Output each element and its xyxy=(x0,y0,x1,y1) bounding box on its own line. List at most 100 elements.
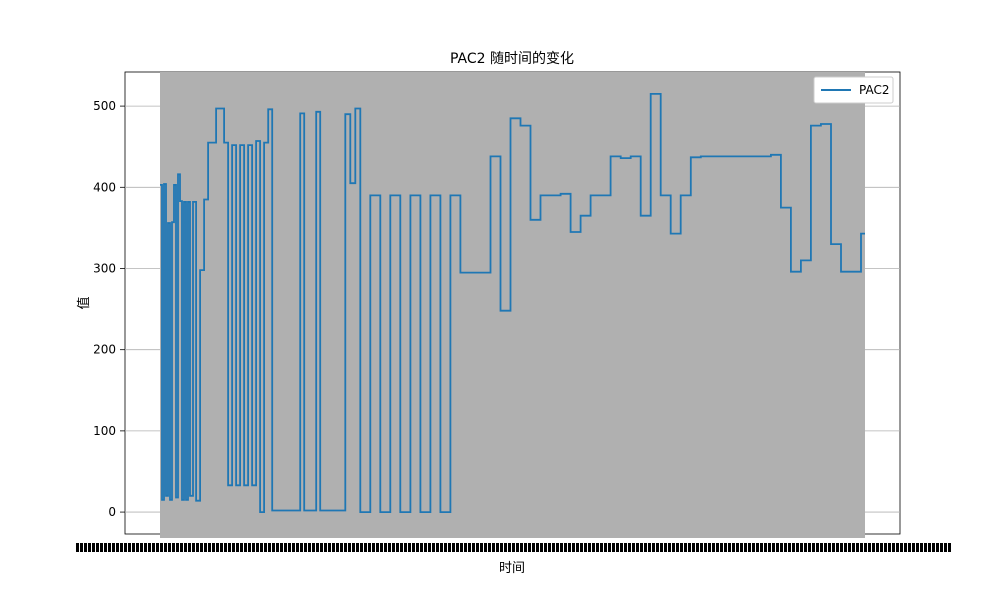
x-tick-label-mark xyxy=(848,543,851,552)
x-tick-label-mark xyxy=(152,543,155,552)
x-tick-label-mark xyxy=(360,543,363,552)
x-tick-label-mark xyxy=(420,543,423,552)
x-tick-label-mark xyxy=(236,543,239,552)
x-tick-label-mark xyxy=(168,543,171,552)
x-tick-label-mark xyxy=(448,543,451,552)
x-tick-label-mark xyxy=(692,543,695,552)
x-tick-label-mark xyxy=(492,543,495,552)
x-tick-label-mark xyxy=(592,543,595,552)
x-tick-label-mark xyxy=(884,543,887,552)
x-tick-label-mark xyxy=(756,543,759,552)
x-tick-label-mark xyxy=(844,543,847,552)
x-tick-label-mark xyxy=(436,543,439,552)
x-tick-label-mark xyxy=(924,543,927,552)
x-tick-band xyxy=(160,72,865,538)
x-tick-label-mark xyxy=(860,543,863,552)
x-tick-label-mark xyxy=(108,543,111,552)
series-line-pac2 xyxy=(160,93,865,513)
x-tick-label-mark xyxy=(700,543,703,552)
x-tick-label-mark xyxy=(620,543,623,552)
x-tick-label-mark xyxy=(216,543,219,552)
x-tick-label-mark xyxy=(748,543,751,552)
x-tick-label-mark xyxy=(484,543,487,552)
x-tick-label-mark xyxy=(92,543,95,552)
x-tick-label-mark xyxy=(796,543,799,552)
x-tick-label-mark xyxy=(324,543,327,552)
x-tick-label-mark xyxy=(156,543,159,552)
series-layer xyxy=(160,93,865,513)
x-tick-label-mark xyxy=(408,543,411,552)
x-tick-label-mark xyxy=(120,543,123,552)
x-tick-label-mark xyxy=(648,543,651,552)
x-tick-label-mark xyxy=(188,543,191,552)
x-tick-label-mark xyxy=(728,543,731,552)
x-tick-label-mark xyxy=(348,543,351,552)
x-tick-label-mark xyxy=(752,543,755,552)
x-tick-label-mark xyxy=(164,543,167,552)
x-tick-label-mark xyxy=(944,543,947,552)
x-tick-label-mark xyxy=(480,543,483,552)
x-tick-label-mark xyxy=(760,543,763,552)
legend: PAC2 xyxy=(813,76,894,104)
legend-label: PAC2 xyxy=(859,83,889,97)
x-tick-label-mark xyxy=(416,543,419,552)
x-tick-label-mark xyxy=(368,543,371,552)
chart-title: PAC2 随时间的变化 xyxy=(450,51,574,67)
y-tick-label: 100 xyxy=(93,424,116,438)
x-tick-label-mark xyxy=(888,543,891,552)
x-tick-label-mark xyxy=(616,543,619,552)
x-tick-label-mark xyxy=(808,543,811,552)
x-tick-label-mark xyxy=(196,543,199,552)
x-tick-label-mark xyxy=(112,543,115,552)
x-tick-label-mark xyxy=(424,543,427,552)
x-tick-label-mark xyxy=(920,543,923,552)
x-tick-label-mark xyxy=(532,543,535,552)
x-tick-label-mark xyxy=(580,543,583,552)
x-tick-label-mark xyxy=(528,543,531,552)
x-tick-label-mark xyxy=(172,543,175,552)
x-tick-label-mark xyxy=(292,543,295,552)
x-tick-label-mark xyxy=(696,543,699,552)
x-tick-label-mark xyxy=(820,543,823,552)
x-tick-label-mark xyxy=(328,543,331,552)
x-tick-label-mark xyxy=(288,543,291,552)
x-tick-label-mark xyxy=(928,543,931,552)
x-tick-label-mark xyxy=(280,543,283,552)
x-tick-label-mark xyxy=(552,543,555,552)
x-tick-label-mark xyxy=(604,543,607,552)
x-tick-label-mark xyxy=(128,543,131,552)
x-tick-label-mark xyxy=(148,543,151,552)
x-tick-label-mark xyxy=(644,543,647,552)
x-tick-label-mark xyxy=(816,543,819,552)
x-tick-label-mark xyxy=(452,543,455,552)
x-tick-label-mark xyxy=(632,543,635,552)
x-tick-label-mark xyxy=(104,543,107,552)
y-gridlines xyxy=(125,105,900,513)
x-tick-label-mark xyxy=(564,543,567,552)
x-tick-label-mark xyxy=(192,543,195,552)
x-tick-label-mark xyxy=(364,543,367,552)
x-tick-label-mark xyxy=(312,543,315,552)
y-tick-label: 400 xyxy=(93,180,116,194)
x-tick-label-mark xyxy=(640,543,643,552)
x-tick-label-mark xyxy=(556,543,559,552)
x-tick-label-mark xyxy=(320,543,323,552)
x-tick-label-mark xyxy=(708,543,711,552)
x-tick-label-mark xyxy=(856,543,859,552)
x-tick-label-mark xyxy=(688,543,691,552)
x-tick-label-mark xyxy=(540,543,543,552)
x-tick-label-mark xyxy=(432,543,435,552)
x-tick-label-mark xyxy=(572,543,575,552)
x-tick-label-mark xyxy=(336,543,339,552)
x-tick-label-mark xyxy=(812,543,815,552)
x-tick-label-mark xyxy=(680,543,683,552)
x-tick-label-mark xyxy=(584,543,587,552)
x-tick-label-mark xyxy=(352,543,355,552)
x-tick-label-mark xyxy=(656,543,659,552)
x-tick-label-mark xyxy=(896,543,899,552)
legend-box xyxy=(813,76,894,104)
x-tick-label-mark xyxy=(100,543,103,552)
x-tick-label-mark xyxy=(832,543,835,552)
x-tick-label-mark xyxy=(780,543,783,552)
